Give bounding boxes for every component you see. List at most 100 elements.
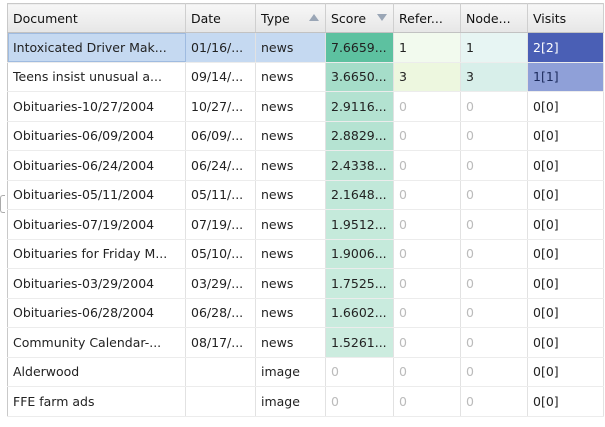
cell-type: news	[255, 180, 326, 210]
cell-date	[185, 357, 256, 387]
cell-score: 1.9512...	[325, 209, 394, 240]
cell-references: 0	[393, 150, 461, 181]
cell-document: Obituaries-06/28/2004	[7, 298, 186, 328]
table-row[interactable]: Obituaries-10/27/2004 10/27/... news 2.9116…	[7, 91, 604, 122]
cell-nodes: 0	[460, 91, 528, 122]
cell-nodes: 0	[460, 327, 528, 358]
table-row[interactable]: Community Calendar-... 08/17/... news 1.526…	[7, 327, 604, 358]
cell-type: news	[255, 327, 326, 358]
cell-nodes: 0	[460, 121, 528, 151]
cell-visits: 0[0]	[527, 121, 604, 151]
table-row[interactable]: Obituaries for Friday M... 05/10/... news 1…	[7, 239, 604, 269]
cell-visits: 0[0]	[527, 209, 604, 240]
cell-references: 0	[393, 209, 461, 240]
cell-visits: 0[0]	[527, 386, 604, 417]
cell-score: 1.5261...	[325, 327, 394, 358]
left-resize-handle[interactable]	[0, 195, 5, 213]
table-row[interactable]: Obituaries-03/29/2004 03/29/... news 1.7525…	[7, 268, 604, 299]
cell-score: 3.6650...	[325, 62, 394, 92]
cell-type: news	[255, 150, 326, 181]
column-header-score[interactable]: Score	[325, 3, 394, 33]
cell-date: 06/24/...	[185, 150, 256, 181]
cell-score: 2.8829...	[325, 121, 394, 151]
cell-references: 0	[393, 121, 461, 151]
cell-references: 0	[393, 268, 461, 299]
cell-date: 10/27/...	[185, 91, 256, 122]
cell-references: 0	[393, 91, 461, 122]
cell-references: 0	[393, 357, 461, 387]
column-header-date[interactable]: Date	[185, 3, 256, 33]
table-row[interactable]: Intoxicated Driver Mak... 01/16/... news 7.…	[7, 32, 604, 63]
cell-type: news	[255, 32, 326, 63]
table-row[interactable]: Obituaries-06/09/2004 06/09/... news 2.8829…	[7, 121, 604, 151]
cell-document: Obituaries-07/19/2004	[7, 209, 186, 240]
cell-date: 03/29/...	[185, 268, 256, 299]
sort-descending-icon	[377, 14, 387, 21]
column-header-type[interactable]: Type	[255, 3, 326, 33]
cell-nodes: 3	[460, 62, 528, 92]
column-header-visits[interactable]: Visits	[527, 3, 604, 33]
cell-type: news	[255, 121, 326, 151]
cell-date	[185, 386, 256, 417]
cell-type: news	[255, 91, 326, 122]
table-row[interactable]: Obituaries-06/28/2004 06/28/... news 1.6602…	[7, 298, 604, 328]
cell-visits: 0[0]	[527, 150, 604, 181]
cell-nodes: 0	[460, 209, 528, 240]
cell-date: 08/17/...	[185, 327, 256, 358]
cell-date: 06/09/...	[185, 121, 256, 151]
cell-date: 01/16/...	[185, 32, 256, 63]
document-grid: Document Date Type Score Refer... Node..…	[7, 3, 604, 417]
table-row[interactable]: Teens insist unusual a... 09/14/... news 3.…	[7, 62, 604, 92]
cell-date: 06/28/...	[185, 298, 256, 328]
header-row: Document Date Type Score Refer... Node..…	[7, 3, 604, 33]
cell-visits: 0[0]	[527, 357, 604, 387]
cell-document: Teens insist unusual a...	[7, 62, 186, 92]
cell-score: 2.4338...	[325, 150, 394, 181]
table-row[interactable]: FFE farm ads image 0 0 0 0[0]	[7, 386, 604, 417]
cell-nodes: 0	[460, 357, 528, 387]
cell-nodes: 0	[460, 386, 528, 417]
cell-date: 05/11/...	[185, 180, 256, 210]
cell-document: Obituaries-03/29/2004	[7, 268, 186, 299]
cell-score: 2.9116...	[325, 91, 394, 122]
column-header-nodes[interactable]: Node...	[460, 3, 528, 33]
cell-nodes: 0	[460, 239, 528, 269]
cell-visits: 1[1]	[527, 62, 604, 92]
cell-type: news	[255, 62, 326, 92]
cell-document: Obituaries-05/11/2004	[7, 180, 186, 210]
cell-references: 0	[393, 180, 461, 210]
cell-nodes: 0	[460, 268, 528, 299]
cell-references: 1	[393, 32, 461, 63]
cell-nodes: 0	[460, 298, 528, 328]
table-row[interactable]: Obituaries-07/19/2004 07/19/... news 1.9512…	[7, 209, 604, 240]
cell-type: image	[255, 386, 326, 417]
cell-document: Community Calendar-...	[7, 327, 186, 358]
cell-references: 3	[393, 62, 461, 92]
cell-document: Obituaries-10/27/2004	[7, 91, 186, 122]
cell-visits: 0[0]	[527, 268, 604, 299]
cell-score: 2.1648...	[325, 180, 394, 210]
cell-date: 09/14/...	[185, 62, 256, 92]
column-header-references[interactable]: Refer...	[393, 3, 461, 33]
cell-visits: 0[0]	[527, 298, 604, 328]
cell-document: Intoxicated Driver Mak...	[7, 32, 186, 63]
cell-nodes: 0	[460, 180, 528, 210]
cell-date: 05/10/...	[185, 239, 256, 269]
table-row[interactable]: Obituaries-06/24/2004 06/24/... news 2.4338…	[7, 150, 604, 181]
cell-type: image	[255, 357, 326, 387]
cell-type: news	[255, 239, 326, 269]
column-header-document[interactable]: Document	[7, 3, 186, 33]
cell-score: 1.6602...	[325, 298, 394, 328]
cell-references: 0	[393, 298, 461, 328]
cell-references: 0	[393, 239, 461, 269]
cell-visits: 0[0]	[527, 180, 604, 210]
cell-document: Obituaries-06/24/2004	[7, 150, 186, 181]
table-row[interactable]: Obituaries-05/11/2004 05/11/... news 2.1648…	[7, 180, 604, 210]
cell-visits: 0[0]	[527, 239, 604, 269]
cell-references: 0	[393, 327, 461, 358]
cell-document: Alderwood	[7, 357, 186, 387]
cell-type: news	[255, 209, 326, 240]
cell-nodes: 0	[460, 150, 528, 181]
cell-date: 07/19/...	[185, 209, 256, 240]
table-row[interactable]: Alderwood image 0 0 0 0[0]	[7, 357, 604, 387]
